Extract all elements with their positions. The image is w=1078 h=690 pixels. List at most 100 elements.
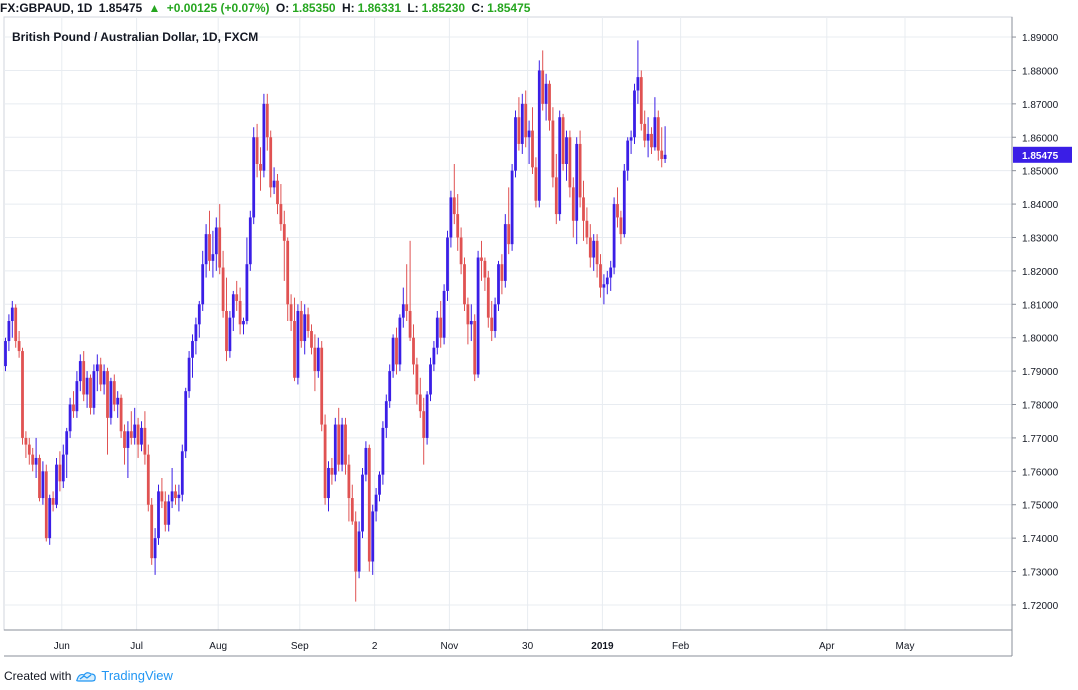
candle	[357, 521, 361, 579]
candle	[14, 304, 18, 348]
candle-body	[405, 304, 409, 311]
candle-body	[27, 444, 31, 455]
candle	[412, 324, 415, 375]
y-tick-label: 1.82000	[1022, 267, 1059, 278]
y-tick-label: 1.84000	[1022, 200, 1059, 211]
candle	[374, 488, 378, 522]
candle	[466, 297, 470, 345]
candle	[136, 417, 140, 458]
candle	[269, 130, 273, 198]
candle-body	[245, 264, 249, 321]
candle-body	[140, 427, 143, 445]
candle-body	[571, 187, 575, 221]
candle	[446, 230, 449, 301]
candle	[486, 270, 490, 328]
y-tick-label: 1.88000	[1022, 66, 1059, 77]
symbol-label[interactable]: FX:GBPAUD, 1D	[0, 1, 93, 15]
candle-body	[459, 237, 463, 265]
candle-body	[296, 310, 300, 378]
candle-body	[626, 140, 630, 171]
candle	[126, 421, 130, 479]
open-value: 1.85350	[292, 1, 336, 15]
candle-body	[643, 123, 647, 141]
candle	[527, 120, 531, 164]
candle-body	[575, 143, 579, 221]
candle	[469, 304, 473, 342]
candle-body	[401, 304, 405, 318]
candle	[228, 310, 232, 358]
candle-body	[95, 364, 99, 372]
candle	[361, 467, 364, 539]
x-tick-label: May	[896, 641, 915, 652]
candle-body	[187, 357, 191, 392]
candle	[541, 50, 545, 111]
low-value: 1.85230	[421, 1, 466, 15]
candle-body	[276, 180, 279, 205]
candle	[663, 126, 667, 163]
candle	[476, 250, 480, 378]
candle-body	[330, 467, 334, 475]
price-axis[interactable]: 1.72000 1.73000 1.74000 1.75000 1.76000 1.770…	[1011, 17, 1072, 656]
candle	[157, 484, 160, 545]
footer: Created with TradingView	[4, 668, 173, 683]
x-tick-label: 2	[372, 641, 378, 652]
candle-body	[44, 471, 48, 539]
candle	[170, 467, 174, 509]
candle	[531, 107, 534, 175]
candle-body	[473, 320, 477, 375]
candle	[242, 317, 245, 335]
open-label: O:	[275, 1, 290, 15]
x-tick-label: Sep	[291, 641, 309, 652]
candle-body	[282, 224, 286, 241]
candle	[554, 153, 558, 225]
candle	[7, 314, 11, 352]
candle	[21, 347, 24, 445]
candle	[310, 324, 313, 355]
candle	[316, 337, 320, 378]
candle-body	[72, 404, 75, 412]
candle-body	[143, 427, 147, 455]
candle-body	[551, 120, 555, 178]
candle	[452, 163, 456, 225]
candle	[112, 374, 116, 412]
candle	[558, 110, 562, 221]
candle-body	[327, 467, 330, 499]
time-axis[interactable]: Jun Jul Aug Sep 2 Nov 30 2019 Feb Apr May	[4, 629, 1012, 657]
y-tick-label: 1.72000	[1022, 601, 1059, 612]
candle-body	[65, 431, 69, 455]
candle	[235, 280, 239, 311]
candle	[449, 190, 453, 248]
candle-body	[289, 304, 293, 321]
candle	[401, 287, 405, 328]
candle	[422, 397, 426, 465]
candle	[330, 457, 334, 485]
candle	[350, 484, 354, 525]
low-label: L:	[407, 1, 419, 15]
candle	[473, 314, 477, 382]
tradingview-brand[interactable]: TradingView	[101, 668, 173, 683]
created-with-label: Created with	[4, 668, 72, 683]
candle	[568, 130, 572, 198]
y-tick-label: 1.76000	[1022, 467, 1059, 478]
candle	[286, 237, 290, 321]
candle	[398, 314, 402, 372]
candle-body	[174, 491, 177, 499]
candle	[354, 511, 358, 602]
candle-body	[242, 320, 245, 325]
candle	[595, 234, 599, 278]
candle-body	[129, 431, 133, 438]
candle-body	[429, 364, 432, 395]
candle-body	[78, 361, 82, 382]
candle-body	[153, 538, 157, 559]
candle	[459, 227, 463, 275]
candle	[619, 210, 623, 245]
candle-body	[527, 130, 531, 138]
candle-body	[412, 337, 415, 365]
x-tick-label: Jun	[54, 641, 70, 652]
candle	[75, 371, 79, 418]
y-tick-label: 1.78000	[1022, 401, 1059, 412]
candle	[279, 184, 283, 231]
candle	[245, 237, 249, 325]
candle-body	[660, 150, 664, 159]
